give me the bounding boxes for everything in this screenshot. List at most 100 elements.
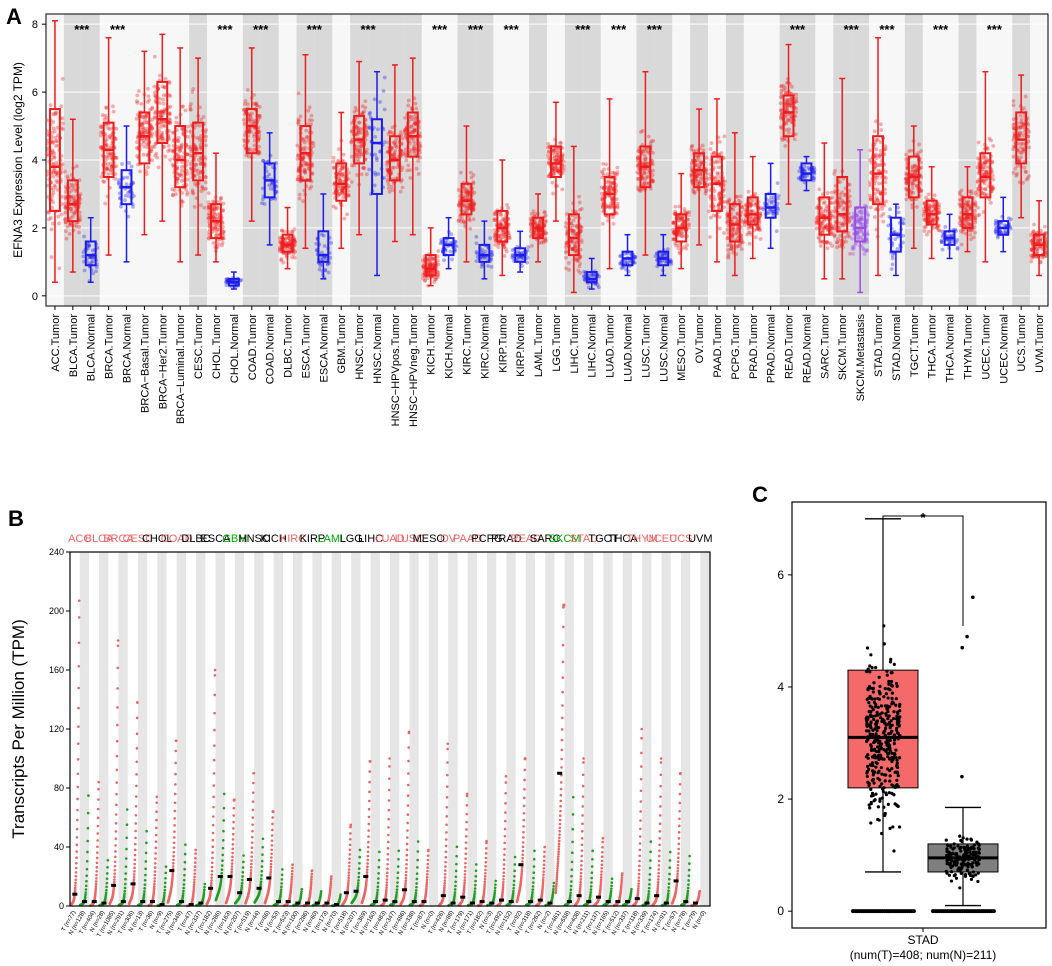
panel-a-point [103,201,108,206]
panel-a-point [116,181,121,186]
panel-a-point [333,206,338,211]
panel-a-point [283,246,288,251]
panel-a-xtick-label: COAD.Normal [265,314,277,384]
panel-a-point [142,131,147,135]
panel-a-point [474,241,479,246]
panel-a-point [139,102,144,106]
panel-a-xtick-label: KIRP.Normal [515,314,527,377]
panel-a-point [71,186,76,191]
panel-a-point [442,258,446,263]
panel-a-point [45,118,50,123]
panel-a-point [176,135,181,140]
panel-a-point [185,172,190,176]
panel-a-point [116,178,121,182]
panel-a-point [56,214,61,219]
panel-a-box [174,125,187,189]
panel-a-point [381,89,386,93]
panel-a-point [466,205,471,210]
panel-a-point [496,245,501,249]
panel-a-point [786,130,791,135]
panel-a-point [930,203,935,208]
panel-a-point [68,206,73,211]
panel-a-box [192,121,205,182]
panel-a-point [403,128,407,133]
panel-a-point [199,189,204,193]
panel-a-point [59,104,64,109]
panel-a-point [142,120,147,125]
panel-a-point [74,164,79,169]
panel-a-point [221,229,226,234]
panel-a-point [382,107,387,112]
panel-a-point [214,233,219,238]
panel-a-point [704,155,709,160]
panel-a-point [140,136,145,141]
panel-a-point [510,248,515,252]
panel-a-point [608,183,613,188]
panel-a-point [694,163,699,167]
panel-a-point [89,260,94,265]
panel-a-point [354,132,359,136]
panel-a-point [449,232,454,237]
panel-a-point [144,114,149,119]
panel-a-point [835,240,840,245]
panel-a-point [636,155,640,159]
panel-a-point [203,143,208,148]
panel-a-point [179,168,184,173]
panel-a-point [50,150,55,155]
panel-a-point [390,165,395,170]
panel-a-point [309,113,314,118]
panel-a-point [822,200,827,205]
panel-a-xtick-label: ESCA.Tumor [300,314,312,379]
panel-a-point [877,153,881,158]
panel-a-point [140,130,144,134]
panel-a-point [644,175,649,180]
panel-a-point [124,182,129,187]
panel-a-ytick-label: 8 [32,19,38,31]
panel-a-point [178,148,183,153]
panel-a-point [162,85,167,90]
panel-a-point [50,206,55,210]
panel-a-point [337,147,341,152]
panel-a-point [901,221,906,226]
panel-a-point [204,128,209,132]
panel-a-point [193,145,198,149]
panel-a-point [63,205,68,209]
panel-a-point [108,152,113,157]
panel-a-point [120,162,124,166]
panel-a-point [408,176,413,180]
panel-a-box [156,80,169,145]
panel-a-point [904,186,908,191]
panel-a-point [221,201,226,206]
panel-a-point [61,121,65,126]
panel-a-point [201,115,206,119]
panel-a-point [835,245,840,250]
panel-a-point [99,146,104,151]
panel-a-point [293,239,298,244]
panel-a-point [85,246,90,251]
panel-a-point [701,148,706,153]
panel-a-point [297,196,302,201]
panel-a-point [735,244,739,249]
panel-a-point [853,242,858,247]
panel-a-point [510,253,515,257]
panel-a-point [736,198,741,203]
panel-a-point [295,143,300,148]
panel-a-point [726,243,731,248]
panel-a-point [194,168,198,173]
panel-a-point [61,127,65,132]
panel-a-point [922,211,927,216]
panel-a-point [198,161,203,166]
panel-a-point [176,155,181,160]
panel-a-point [221,236,226,241]
panel-a-point [868,193,872,198]
panel-a-point [65,224,70,229]
panel-a-point [868,205,873,210]
panel-a-point [185,159,190,164]
panel-a-point [161,138,165,143]
panel-a-point [304,135,309,139]
panel-a-point [123,193,128,198]
panel-a-point [615,170,620,175]
panel-a-point [725,213,730,218]
panel-a-point [72,196,77,201]
